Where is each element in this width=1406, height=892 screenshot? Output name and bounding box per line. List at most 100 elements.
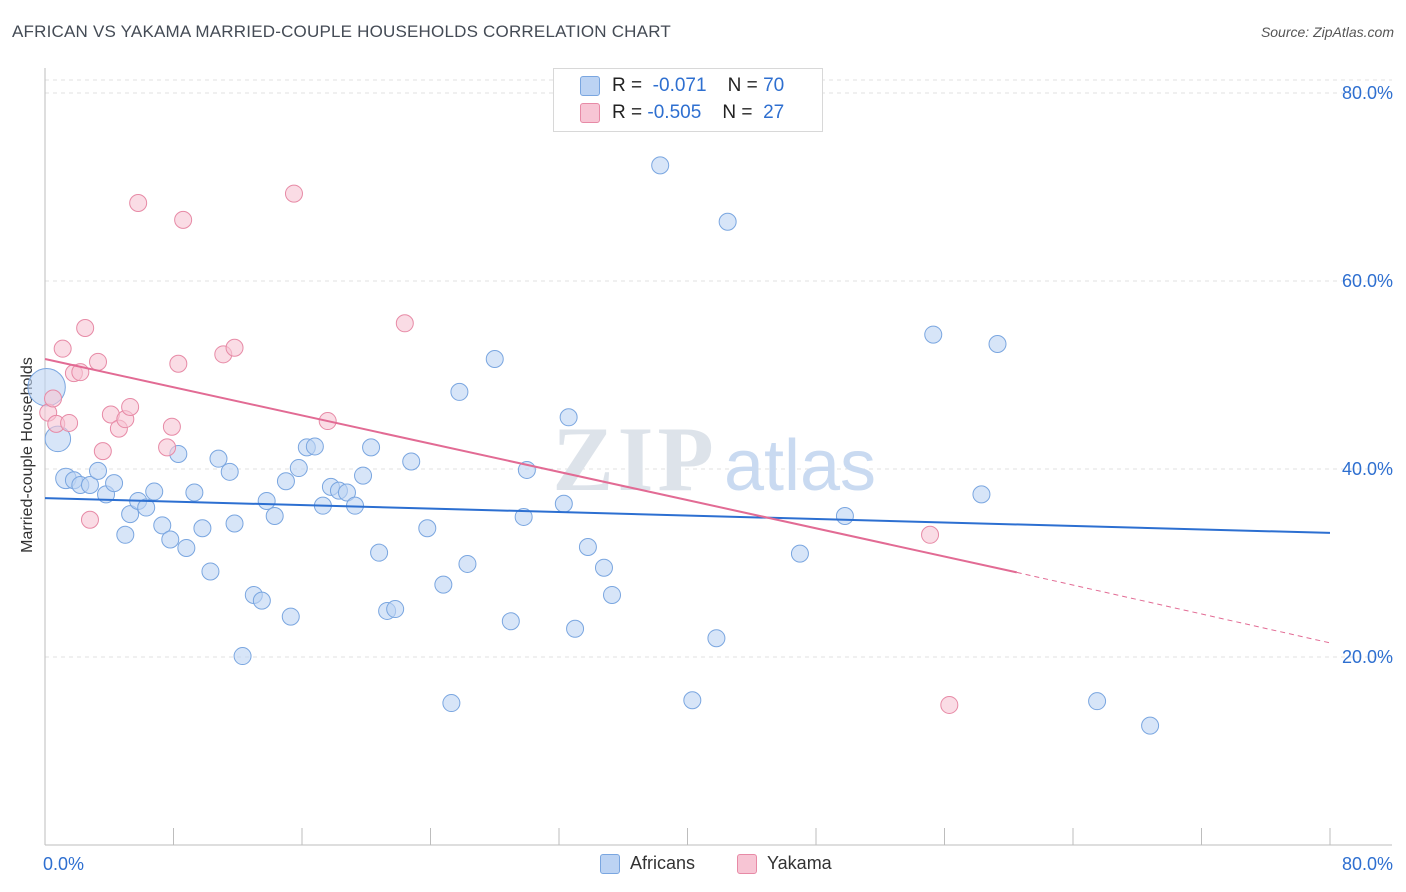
regression-lines <box>44 358 1331 644</box>
r-label: R = <box>612 75 643 96</box>
africans-point <box>924 325 943 344</box>
africans-point <box>458 554 477 573</box>
watermark: ZIP atlas <box>552 408 876 510</box>
yakama-point <box>53 339 72 358</box>
africans-point <box>566 619 585 638</box>
yakama-point <box>169 354 188 373</box>
africans-point <box>193 519 212 538</box>
x-tick-label: 80.0% <box>1342 854 1393 874</box>
yakama-point <box>129 193 148 212</box>
yakama-point <box>89 352 108 371</box>
africans-point <box>450 382 469 401</box>
yakama-point <box>921 525 940 544</box>
n-value: 70 <box>763 75 785 96</box>
africans-point <box>386 600 405 619</box>
africans-point <box>121 505 140 524</box>
y-tick-label: 40.0% <box>1342 459 1393 479</box>
africans-point <box>137 498 156 517</box>
africans-point <box>485 350 504 369</box>
legend-item-yakama[interactable]: Yakama <box>737 853 832 874</box>
legend-item-africans[interactable]: Africans <box>600 853 695 874</box>
yakama-point <box>225 338 244 357</box>
yakama-swatch <box>580 103 600 123</box>
africans-point <box>337 483 356 502</box>
n-value: 27 <box>763 102 785 123</box>
africans-point <box>362 438 381 457</box>
africans-point <box>651 156 670 175</box>
africans-point <box>718 212 737 231</box>
stats-legend: R = -0.071 N = 70 R = -0.505 N = 27 <box>553 68 823 132</box>
yakama-point <box>60 413 79 432</box>
africans-point <box>276 472 295 491</box>
africans-point <box>790 544 809 563</box>
tick-labels: 20.0% 40.0% 60.0% 80.0% 0.0% 80.0% <box>43 83 1393 874</box>
africans-trendline <box>44 497 1331 534</box>
legend-label-africans: Africans <box>630 853 696 873</box>
africans-point <box>501 612 520 631</box>
africans-point <box>265 507 284 525</box>
africans-point <box>370 543 389 562</box>
africans-point <box>1088 692 1107 711</box>
watermark-zip: ZIP <box>552 408 717 510</box>
legend-label-yakama: Yakama <box>767 853 832 873</box>
africans-point <box>835 507 854 525</box>
africans-point <box>1141 716 1160 735</box>
yakama-point <box>158 438 177 457</box>
series-yakama <box>39 184 959 714</box>
africans-point <box>209 449 228 468</box>
africans-point <box>402 452 421 471</box>
africans-point <box>153 516 172 535</box>
africans-point <box>603 585 622 604</box>
africans-point <box>578 538 597 557</box>
grid-lines <box>45 79 1392 658</box>
y-tick-label: 20.0% <box>1342 647 1393 667</box>
africans-swatch <box>600 853 620 874</box>
africans-point <box>707 629 726 648</box>
yakama-point <box>174 210 193 229</box>
africans-point <box>988 334 1007 353</box>
africans-point <box>201 562 220 581</box>
yakama-point <box>162 417 181 436</box>
yakama-trendline <box>44 358 1017 574</box>
africans-point <box>252 591 271 610</box>
africans-point <box>177 538 196 557</box>
africans-point <box>514 507 533 526</box>
africans-point <box>281 607 300 626</box>
africans-point <box>354 466 373 485</box>
africans-point <box>89 461 108 480</box>
africans-point <box>554 494 573 513</box>
r-value: -0.505 <box>647 102 702 123</box>
africans-point <box>233 647 252 666</box>
axes <box>44 68 1392 846</box>
africans-point <box>683 691 702 710</box>
africans-point <box>105 474 124 493</box>
yakama-point <box>121 397 140 416</box>
africans-point <box>442 694 461 713</box>
stats-legend-row-africans: R = -0.071 N = 70 <box>580 74 784 98</box>
africans-point <box>289 459 308 478</box>
x-tick-label: 0.0% <box>43 854 84 874</box>
africans-point <box>225 514 244 533</box>
yakama-point <box>44 389 63 408</box>
africans-point <box>145 482 164 501</box>
africans-point <box>305 437 324 456</box>
watermark-atlas: atlas <box>724 426 876 506</box>
africans-point <box>559 408 578 427</box>
africans-point <box>594 558 613 577</box>
africans-point <box>80 475 99 494</box>
yakama-point <box>93 442 112 461</box>
africans-point <box>161 530 180 549</box>
yakama-point <box>940 695 959 714</box>
r-label: R = <box>612 102 643 123</box>
yakama-trendline-extension <box>1016 571 1331 644</box>
r-value: -0.071 <box>652 75 707 96</box>
yakama-swatch <box>737 853 757 874</box>
africans-swatch <box>580 76 600 96</box>
africans-point <box>418 519 437 538</box>
y-tick-label: 60.0% <box>1342 271 1393 291</box>
africans-point <box>972 485 991 504</box>
yakama-point <box>76 319 95 337</box>
series-legend: Africans Yakama <box>0 853 1406 877</box>
africans-point <box>185 483 204 502</box>
